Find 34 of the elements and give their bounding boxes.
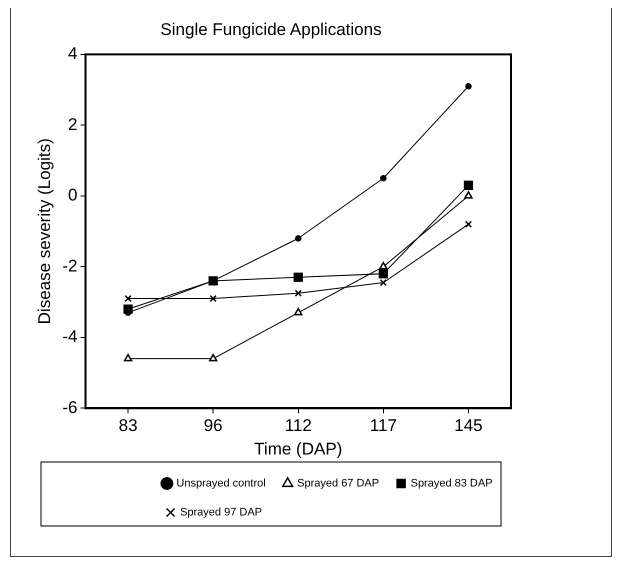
point [464, 220, 472, 228]
y-tick-label: 2 [68, 114, 78, 134]
x-axis-title: Time (DAP) [254, 439, 342, 458]
y-tick-label: -2 [62, 256, 78, 276]
point [295, 235, 302, 242]
legend-label: Sprayed 67 DAP [297, 478, 380, 490]
x-tick-label: 145 [454, 416, 483, 436]
point [379, 262, 388, 270]
legend-label: Unsprayed control [176, 478, 266, 490]
point [380, 174, 387, 182]
y-tick-label: 4 [68, 44, 78, 64]
x-tick-label: 117 [370, 416, 397, 436]
point [210, 294, 217, 302]
point [208, 354, 218, 362]
point [124, 354, 132, 362]
y-tick-label: -4 [62, 327, 78, 346]
x-tick-label: 96 [204, 416, 223, 436]
point [378, 269, 388, 278]
point [465, 82, 472, 90]
x-tick-label: 112 [284, 416, 312, 436]
y-tick-label: 0 [68, 186, 78, 205]
point [124, 294, 132, 302]
point [464, 180, 474, 190]
point [294, 290, 302, 297]
point [464, 191, 473, 199]
point [380, 279, 387, 286]
y-tick-label: -6 [62, 398, 78, 417]
point [294, 308, 302, 316]
y-axis-title: Disease severity (Logits) [34, 138, 54, 324]
point [294, 272, 303, 282]
legend-label: Sprayed 97 DAP [180, 506, 262, 519]
chart-title: Single Fungicide Applications [160, 20, 382, 39]
x-tick-label: 83 [118, 416, 138, 436]
legend-label: Sprayed 83 DAP [410, 478, 493, 490]
